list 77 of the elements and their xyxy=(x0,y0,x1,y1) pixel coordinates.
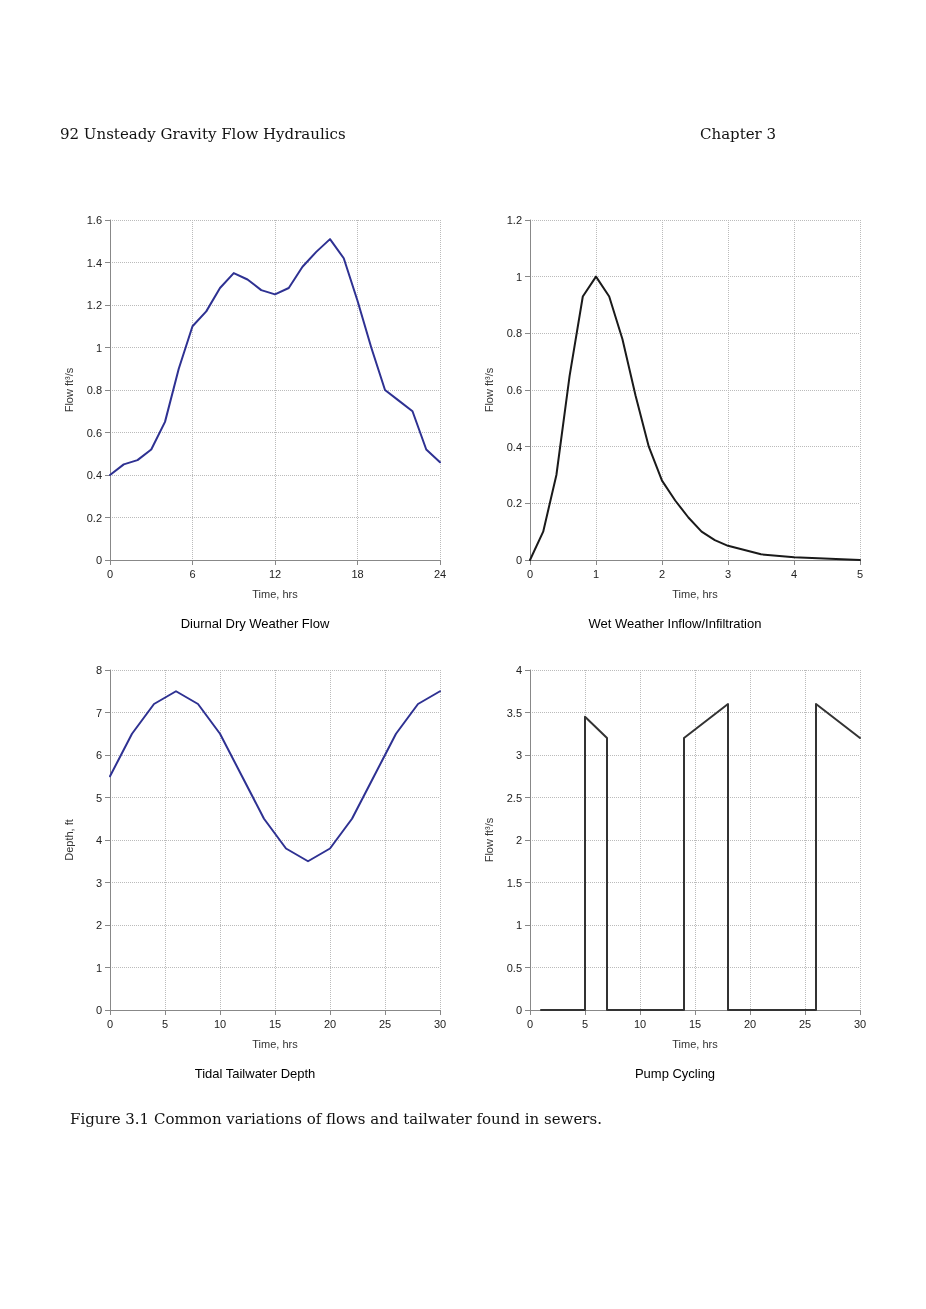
caption: Figure 3.1 Common variations of flows and tailwater found in sewers. xyxy=(70,1110,602,1128)
y-tick-label: 7 xyxy=(95,706,102,719)
y-tick-label: 2.5 xyxy=(506,791,522,804)
y-axis-title: Flow ft³/s xyxy=(62,367,75,413)
y-axis-title: Flow ft³/s xyxy=(482,367,495,413)
x-tick-label: 25 xyxy=(798,1017,812,1030)
y-tick-label: 1.2 xyxy=(86,299,102,311)
y-tick-label: 1.2 xyxy=(506,214,522,226)
x-tick-label: 5 xyxy=(581,1017,589,1030)
x-tick-label: 0 xyxy=(106,567,114,580)
y-tick-label: 3 xyxy=(515,749,522,761)
x-tick-label: 5 xyxy=(856,567,864,580)
x-tick-label: 0 xyxy=(526,1017,534,1030)
x-tick-label: 25 xyxy=(378,1017,392,1030)
text: Tidal Tailwater Depth xyxy=(194,1066,316,1081)
y-axis-title: Flow ft³/s xyxy=(482,817,495,863)
y-tick-label: 5 xyxy=(95,791,102,804)
y-tick-label: 0.4 xyxy=(86,469,102,481)
text: Wet Weather Inflow/Infiltration xyxy=(588,616,762,631)
line-series xyxy=(109,690,441,863)
y-tick-label: 0.2 xyxy=(506,497,522,510)
x-tick-label: 6 xyxy=(189,567,196,580)
x-tick-label: 2 xyxy=(658,567,666,580)
x-tick-label: 20 xyxy=(323,1017,337,1030)
y-tick-label: 2 xyxy=(95,919,102,931)
x-tick-label: 20 xyxy=(743,1017,757,1030)
y-tick-label: 2 xyxy=(515,834,522,846)
y-tick-label: 1 xyxy=(95,341,102,354)
x-axis-title: Time, hrs xyxy=(252,587,299,600)
line-series xyxy=(540,703,861,1011)
y-tick-label: 3 xyxy=(95,876,102,889)
y-tick-label: 4 xyxy=(515,664,522,676)
x-tick-label: 15 xyxy=(688,1017,702,1030)
y-tick-label: 1.6 xyxy=(86,214,102,226)
text: 92 Unsteady Gravity Flow Hydraulics xyxy=(60,125,346,143)
x-tick-label: 12 xyxy=(268,567,282,580)
y-tick-label: 0 xyxy=(95,554,102,566)
y-tick-label: 0.8 xyxy=(506,327,522,340)
y-tick-label: 1.5 xyxy=(506,876,522,889)
y-axis-title: Depth, ft xyxy=(62,819,75,861)
y-tick-label: 0.4 xyxy=(506,440,522,453)
x-tick-label: 30 xyxy=(853,1017,867,1030)
y-tick-label: 0 xyxy=(515,1004,522,1016)
x-tick-label: 1 xyxy=(592,567,600,580)
y-tick-label: 0 xyxy=(515,554,522,566)
y-tick-label: 0.2 xyxy=(86,511,102,524)
x-tick-label: 3 xyxy=(724,567,732,580)
x-tick-label: 15 xyxy=(268,1017,282,1030)
x-tick-label: 30 xyxy=(433,1017,447,1030)
y-tick-label: 1 xyxy=(515,919,522,931)
y-tick-label: 1.4 xyxy=(86,256,102,269)
y-tick-label: 6 xyxy=(95,749,102,761)
y-tick-label: 0.6 xyxy=(86,426,102,439)
text: Diurnal Dry Weather Flow xyxy=(180,616,330,631)
y-tick-label: 0.5 xyxy=(506,961,522,974)
x-axis-title: Time, hrs xyxy=(252,1037,299,1050)
y-tick-label: 1 xyxy=(95,961,102,974)
x-tick-label: 10 xyxy=(213,1017,227,1030)
line-series xyxy=(109,238,441,476)
y-tick-label: 8 xyxy=(95,664,102,676)
x-tick-label: 4 xyxy=(790,567,798,580)
x-tick-label: 0 xyxy=(526,567,534,580)
y-tick-label: 0.6 xyxy=(506,384,522,396)
y-tick-label: 4 xyxy=(95,834,102,846)
x-tick-label: 10 xyxy=(633,1017,647,1030)
text: Pump Cycling xyxy=(634,1066,716,1081)
x-tick-label: 24 xyxy=(433,567,447,580)
x-axis-title: Time, hrs xyxy=(672,1037,719,1050)
text: Chapter 3 xyxy=(700,125,777,143)
y-tick-label: 1 xyxy=(515,270,522,283)
y-tick-label: 0 xyxy=(95,1004,102,1016)
x-tick-label: 18 xyxy=(351,567,364,580)
x-axis-title: Time, hrs xyxy=(672,587,719,600)
x-tick-label: 5 xyxy=(161,1017,169,1030)
y-tick-label: 3.5 xyxy=(506,706,522,719)
x-tick-label: 0 xyxy=(106,1017,114,1030)
y-tick-label: 0.8 xyxy=(86,384,102,396)
